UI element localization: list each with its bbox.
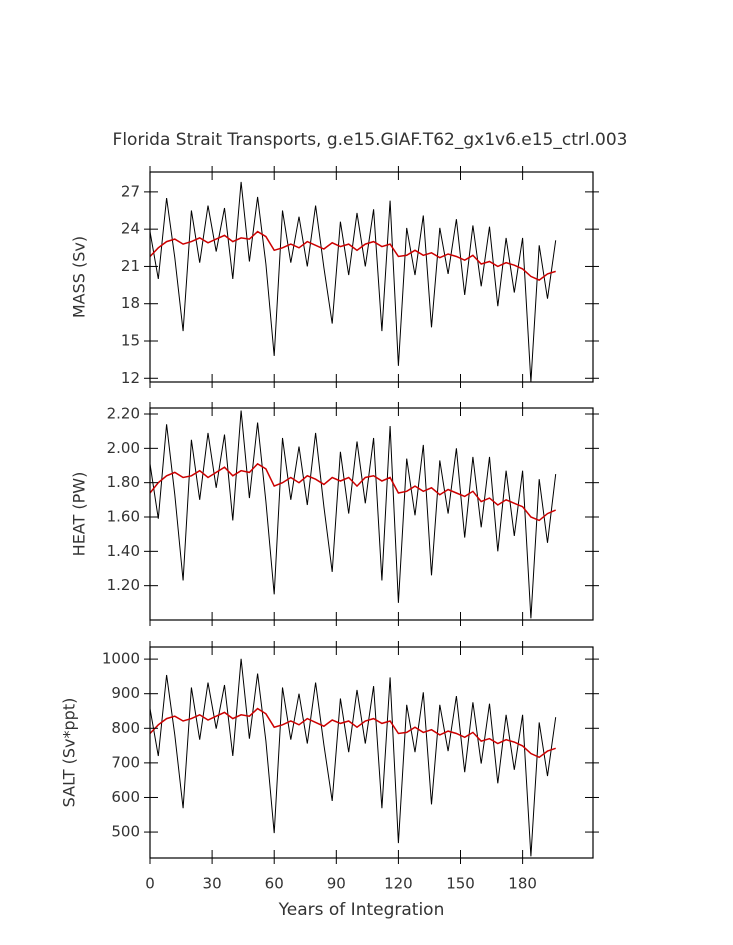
y-tick-label: 800	[111, 719, 140, 737]
y-tick-label: 21	[121, 257, 140, 275]
x-tick-label: 30	[203, 875, 222, 893]
x-tick-label: 180	[508, 875, 537, 893]
data-line	[149, 181, 557, 383]
data-line	[149, 658, 557, 857]
y-tick-label: 600	[111, 788, 140, 806]
y-axis-label: SALT (Sv*ppt)	[60, 698, 79, 808]
data-line	[149, 230, 556, 281]
x-tick-label: 60	[265, 875, 284, 893]
y-tick-label: 1.40	[107, 542, 140, 560]
y-tick-label: 700	[111, 753, 140, 771]
x-tick-label: 90	[327, 875, 346, 893]
chart-title: Florida Strait Transports, g.e15.GIAF.T6…	[113, 130, 628, 150]
x-tick-label: 150	[446, 875, 475, 893]
y-tick-label: 24	[121, 220, 140, 238]
data-line	[149, 410, 557, 619]
y-axis-label: MASS (Sv)	[70, 236, 89, 318]
y-axis-label: HEAT (PW)	[70, 472, 89, 557]
y-tick-label: 18	[121, 294, 140, 312]
plot-frame	[149, 171, 594, 383]
y-tick-label: 2.00	[107, 439, 140, 457]
y-tick-label: 900	[111, 684, 140, 702]
y-tick-label: 1.80	[107, 473, 140, 491]
x-axis-label: Years of Integration	[278, 900, 445, 920]
y-tick-label: 1.60	[107, 508, 140, 526]
plot-frame	[149, 407, 594, 621]
y-tick-label: 500	[111, 823, 140, 841]
y-tick-label: 2.20	[107, 405, 140, 423]
y-tick-label: 1000	[102, 650, 140, 668]
y-tick-label: 27	[121, 182, 140, 200]
plot-frame	[149, 646, 594, 859]
data-line	[149, 462, 556, 522]
y-tick-label: 1.20	[107, 576, 140, 594]
data-line	[149, 707, 556, 759]
y-tick-label: 12	[121, 369, 140, 387]
x-tick-label: 120	[384, 875, 413, 893]
y-tick-label: 15	[121, 331, 140, 349]
x-tick-label: 0	[145, 875, 155, 893]
